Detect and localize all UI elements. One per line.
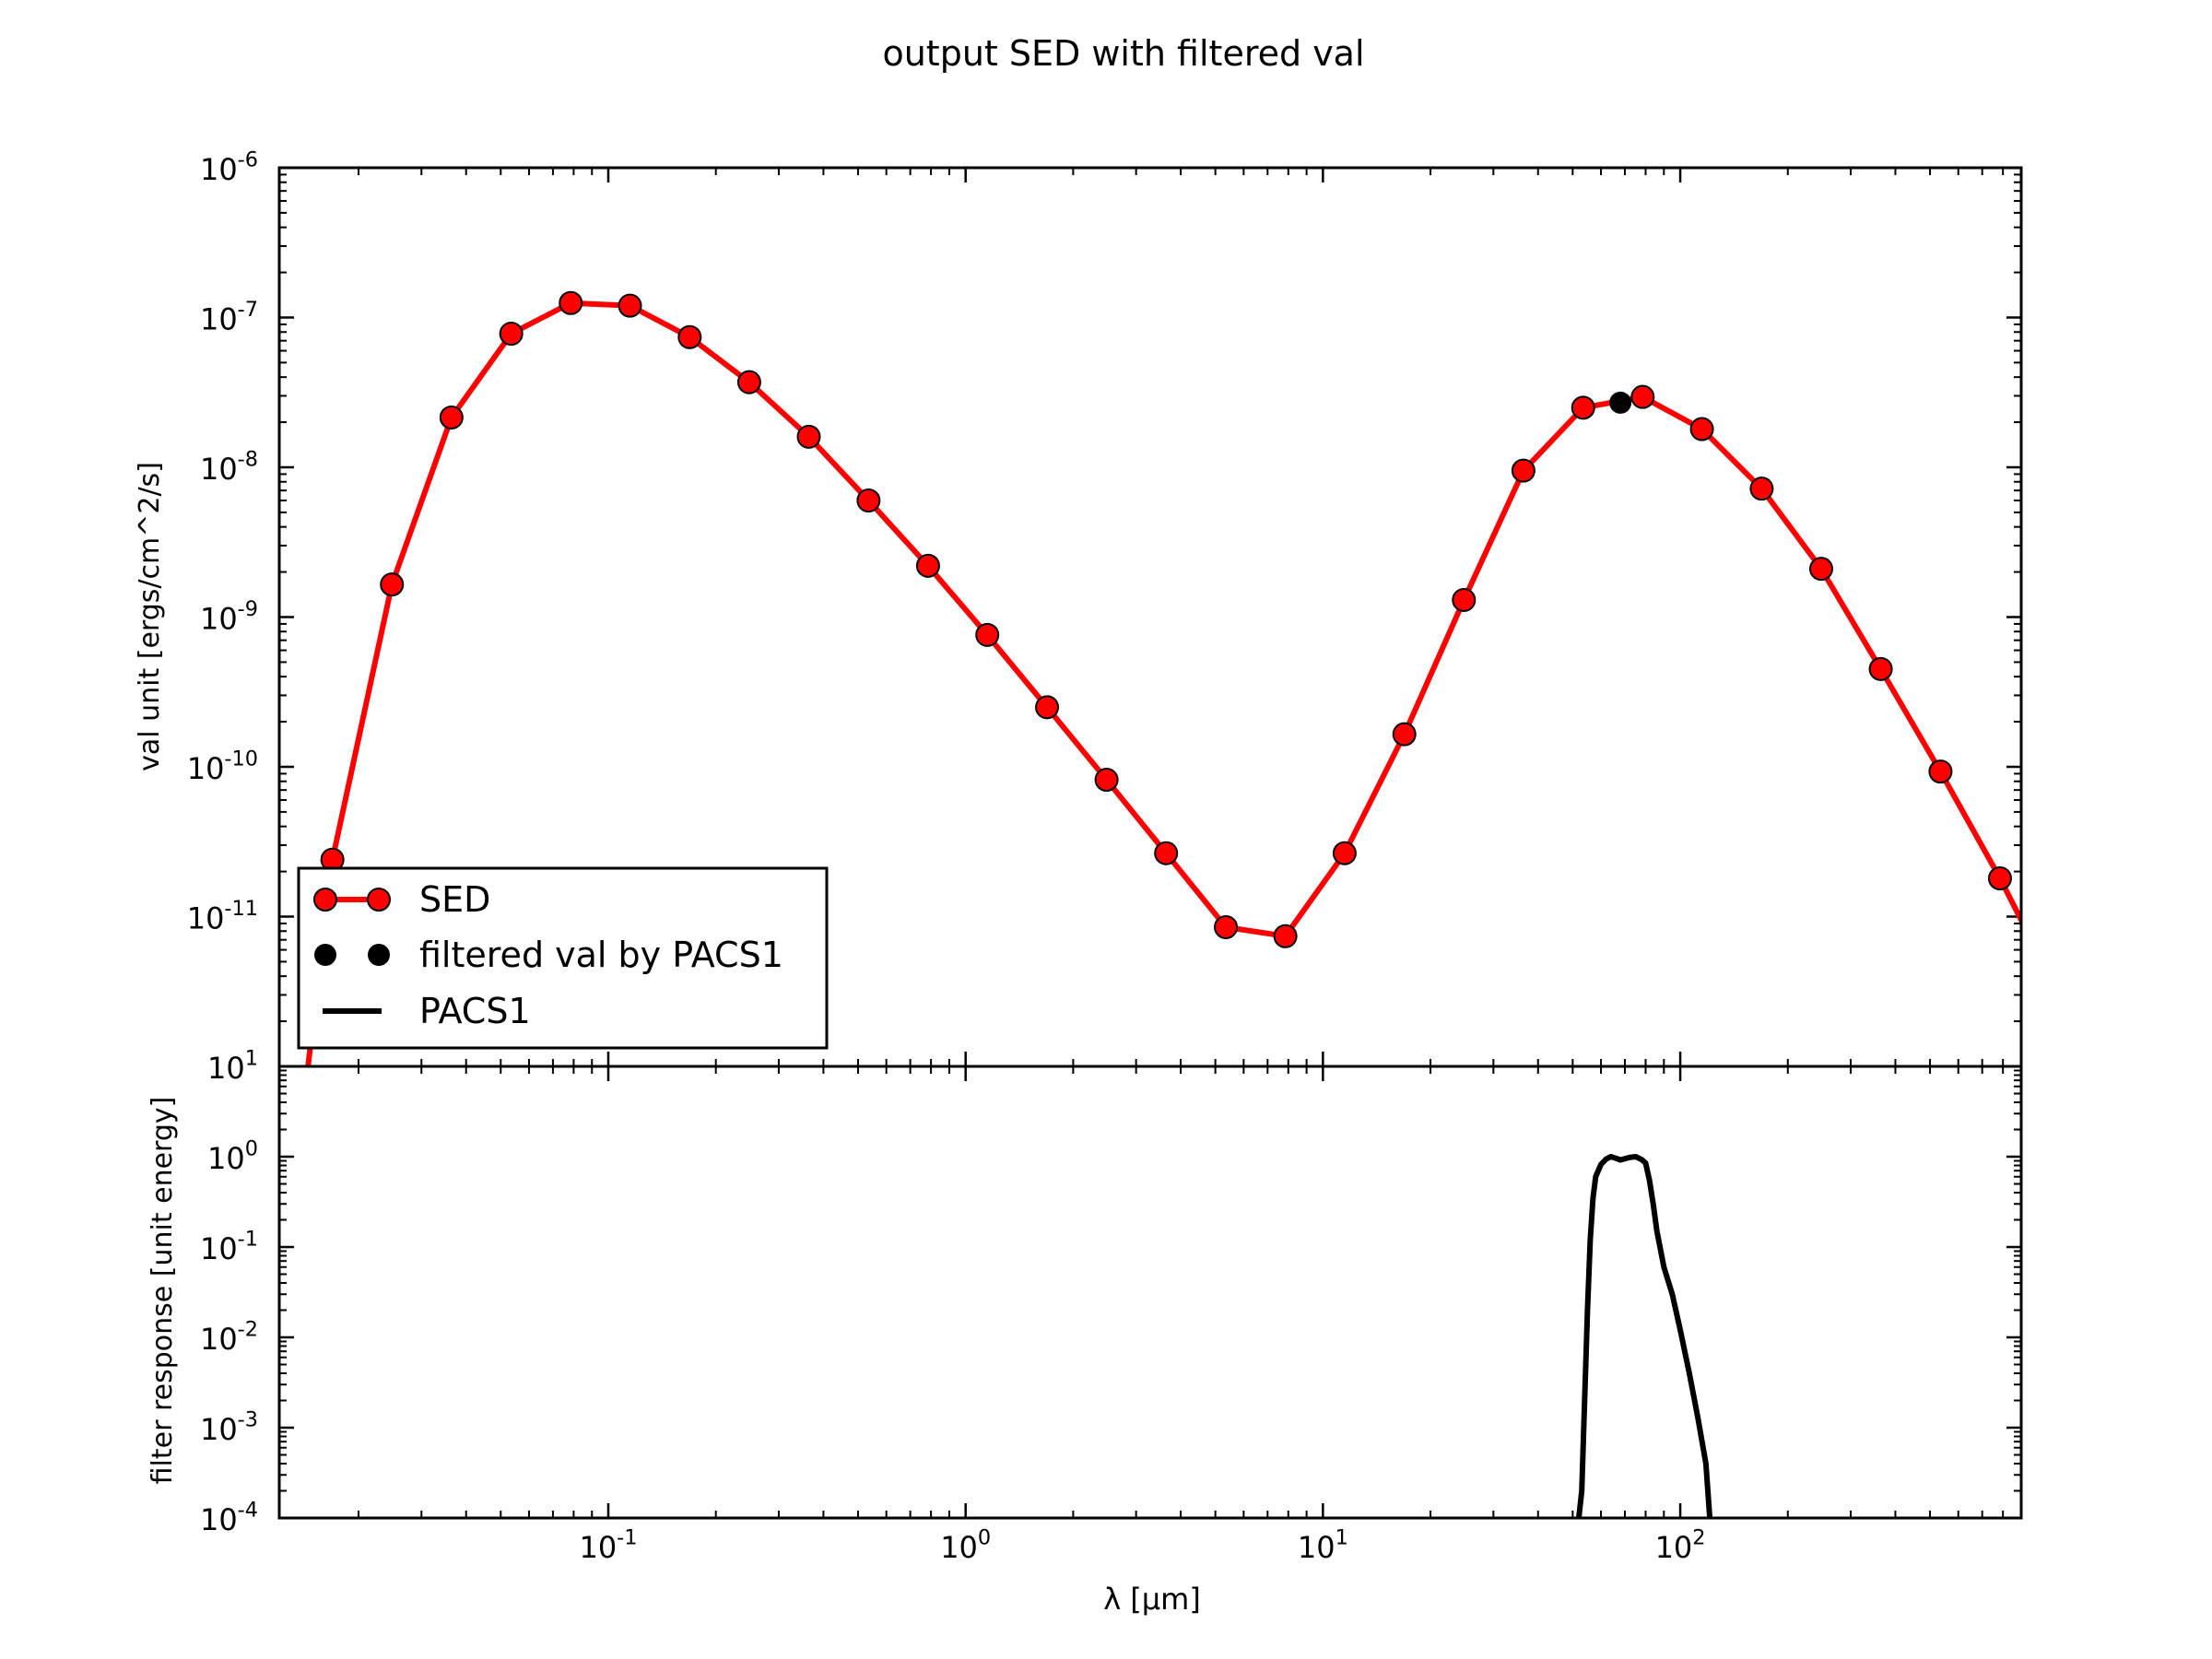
bottom-y-tick-labels: 100 10-1 10-2 10-3 10-4: [200, 1137, 258, 1537]
top-y-tick-label: 10-9: [200, 597, 258, 636]
sed-point: [796, 424, 821, 449]
legend-entry-sed: SED: [313, 879, 490, 920]
legend-entry-filtered: filtered val by PACS1: [314, 935, 783, 975]
sed-point: [380, 572, 405, 597]
top-y-tick-label: 10-7: [200, 298, 258, 336]
sed-point: [975, 622, 1000, 647]
sed-point: [856, 488, 881, 513]
sed-point: [1392, 722, 1417, 747]
sed-point: [1452, 587, 1477, 612]
top-y-tick-label: 10-11: [187, 897, 258, 935]
sed-point: [618, 293, 642, 318]
bottom-y-tick-label: 10-4: [200, 1499, 258, 1537]
top-panel: 10-6 10-7 10-8 10-9 10-10 10-11 101 val unit […: [134, 148, 2070, 1086]
sed-point: [2048, 983, 2070, 1006]
x-tick-label: 100: [940, 1526, 991, 1565]
sed-point: [1808, 557, 1833, 582]
sed-point: [1630, 384, 1655, 409]
top-y-tick-label: 10-10: [187, 747, 258, 786]
sed-point: [1154, 841, 1179, 865]
x-axis-label: λ [μm]: [1103, 1582, 1201, 1617]
sed-point: [677, 324, 702, 349]
bottom-axes-frame: [277, 1065, 2023, 1520]
legend-label-pacs1: PACS1: [419, 991, 531, 1031]
sed-point: [915, 553, 940, 578]
bottom-axis-ticks: [279, 1065, 2022, 1520]
sed-point: [1868, 656, 1893, 681]
chart-title: output SED with filtered val: [882, 33, 1364, 74]
legend-label-filtered: filtered val by PACS1: [419, 935, 783, 975]
filtered-point: [1609, 391, 1632, 414]
x-tick-label: 10-1: [579, 1526, 637, 1565]
bottom-y-tick-label: 10-3: [200, 1408, 258, 1447]
bottom-y-tick-label: 10-2: [200, 1318, 258, 1357]
sed-point: [1689, 417, 1714, 441]
sed-point: [439, 405, 464, 429]
sed-point: [1571, 395, 1595, 420]
top-y-tick-labels: 10-6 10-7 10-8 10-9 10-10 10-11 101: [187, 148, 258, 1086]
legend-label-sed: SED: [419, 879, 490, 920]
sed-point: [559, 290, 583, 315]
sed-point: [1511, 458, 1535, 483]
x-tick-label: 102: [1655, 1526, 1706, 1565]
top-y-tick-label: 101: [207, 1047, 258, 1086]
legend-entry-pacs1: PACS1: [323, 991, 531, 1031]
top-y-tick-label: 10-8: [200, 448, 258, 487]
top-y-tick-label: 10-6: [200, 148, 258, 187]
legend: SED filtered val by PACS1 PACS1: [297, 866, 829, 1050]
filtered-markers: [1609, 391, 1632, 414]
bottom-x-tick-labels: 10-1 100 101 102: [579, 1526, 1705, 1565]
bottom-panel: 100 10-1 10-2 10-3 10-4 10-1 100 101 102 filter…: [147, 1065, 2023, 1617]
sed-point: [1214, 914, 1239, 939]
x-tick-label: 101: [1298, 1526, 1348, 1565]
bottom-y-axis-label: filter response [unit energy]: [147, 1097, 179, 1485]
sed-point: [499, 322, 524, 347]
sed-point: [1094, 768, 1119, 793]
sed-point: [1749, 477, 1774, 501]
pacs1-filter-line: [1576, 1154, 1713, 1518]
sed-point: [1035, 695, 1060, 720]
sed-markers: [320, 290, 2070, 1006]
sed-line: [305, 300, 2021, 1066]
bottom-y-tick-label: 100: [207, 1137, 258, 1176]
sed-point: [736, 370, 761, 394]
sed-point: [1332, 841, 1357, 865]
sed-point: [1273, 924, 1298, 948]
top-y-axis-label: val unit [ergs/cm^2/s]: [134, 462, 166, 771]
bottom-y-tick-label: 10-1: [200, 1228, 258, 1266]
sed-point: [1987, 866, 2012, 891]
sed-point: [1928, 759, 1953, 784]
